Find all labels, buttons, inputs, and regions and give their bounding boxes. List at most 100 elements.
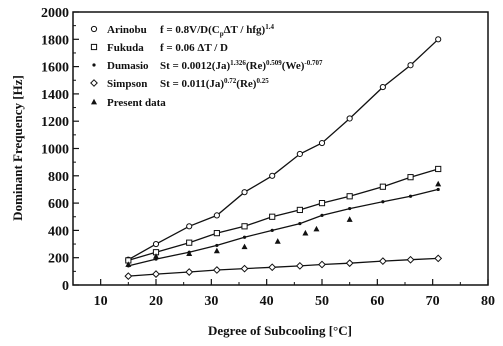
data-point: [213, 212, 220, 219]
data-point: [242, 235, 247, 239]
data-point: [212, 266, 221, 274]
data-point: [185, 268, 194, 276]
x-tick-label: 40: [260, 294, 274, 309]
y-tick-label: 1800: [41, 33, 69, 48]
x-tick-label: 50: [315, 294, 329, 309]
data-point: [274, 238, 281, 244]
legend-marker: [92, 63, 96, 67]
data-point: [406, 255, 415, 264]
data-point: [346, 193, 353, 200]
data-point: [186, 223, 193, 230]
data-point: [407, 62, 414, 69]
data-point: [379, 83, 386, 91]
data-point: [296, 206, 303, 214]
series-layer: [124, 36, 443, 281]
legend-formula: f = 0.8V/D(CpΔT / hfg)1.4: [160, 23, 274, 38]
y-tick-label: 800: [48, 170, 69, 185]
legend-marker: [90, 43, 98, 51]
legend-name: Simpson: [107, 78, 147, 90]
data-point: [270, 228, 274, 232]
x-tick-label: 70: [426, 294, 440, 309]
data-point: [269, 172, 276, 179]
data-point: [302, 229, 309, 236]
y-tick-label: 1200: [41, 115, 69, 130]
axis-layer: 10 20 30 40 50 60 70 80020040060080010001200140…: [41, 6, 495, 309]
x-tick-label: 10: [94, 294, 108, 309]
series-simpson: [124, 254, 443, 281]
series-line: [128, 257, 439, 277]
legend-formula: f = 0.06 ΔT / D: [160, 42, 228, 54]
data-point: [268, 263, 277, 272]
data-point: [346, 115, 353, 122]
series-line: [127, 38, 439, 261]
series-line: [128, 168, 439, 262]
series-fukuda: [125, 165, 442, 264]
legend-item: Fukuda f = 0.06 ΔT / D: [90, 42, 228, 54]
data-point: [213, 230, 220, 237]
data-point: [434, 254, 443, 263]
data-point: [436, 187, 440, 192]
series-present-data: [125, 180, 442, 267]
data-point: [378, 257, 387, 266]
data-point: [318, 260, 326, 269]
data-point: [295, 261, 304, 270]
legend-item: Arinobu f = 0.8V/D(CpΔT / hfg)1.4: [90, 23, 274, 38]
x-axis-title: Degree of Subcooling [°C]: [208, 323, 352, 338]
legend-formula: St = 0.0012(Ja)1.326(Re)0.509(We)-0.707: [160, 59, 323, 72]
data-point: [345, 259, 354, 268]
series-line: [128, 188, 439, 267]
legend: Arinobu f = 0.8V/D(CpΔT / hfg)1.4 Fukuda f …: [90, 23, 323, 109]
y-axis-title: Dominant Frequency [Hz]: [10, 75, 25, 221]
y-tick-label: 1400: [41, 88, 69, 103]
y-tick-label: 1600: [41, 61, 69, 76]
x-tick-label: 30: [204, 294, 218, 309]
legend-name: Arinobu: [107, 24, 147, 36]
data-point: [298, 221, 302, 226]
y-tick-label: 200: [48, 252, 69, 267]
data-point: [296, 150, 303, 158]
data-point: [152, 270, 160, 278]
data-point: [124, 272, 133, 281]
data-point: [240, 264, 249, 273]
legend-item: Present data: [91, 97, 166, 109]
data-point: [320, 213, 324, 217]
data-point: [186, 239, 193, 246]
legend-marker: [91, 98, 97, 105]
y-tick-label: 400: [48, 224, 69, 239]
data-point: [379, 183, 386, 190]
y-tick-label: 600: [48, 197, 69, 212]
data-point: [125, 261, 132, 267]
data-point: [408, 194, 413, 198]
data-point: [186, 250, 193, 257]
y-tick-label: 2000: [41, 6, 69, 21]
data-point: [407, 174, 414, 181]
data-point: [318, 200, 326, 207]
legend-marker: [90, 79, 98, 87]
data-point: [435, 165, 442, 173]
legend-item: Simpson St = 0.011(Ja)0.72(Re)0.25: [90, 77, 269, 90]
y-tick-label: 0: [62, 279, 69, 294]
data-point: [152, 240, 160, 248]
y-tick-label: 1000: [41, 143, 69, 158]
x-tick-label: 80: [481, 294, 495, 309]
data-point: [313, 225, 320, 232]
data-point: [241, 189, 248, 196]
data-point: [381, 200, 385, 204]
data-point: [346, 216, 353, 222]
data-point: [213, 247, 220, 254]
data-point: [153, 253, 159, 259]
legend-name: Present data: [107, 97, 166, 109]
data-point: [241, 243, 248, 250]
data-point: [435, 180, 442, 187]
legend-formula: St = 0.011(Ja)0.72(Re)0.25: [160, 77, 269, 90]
data-point: [435, 36, 442, 43]
legend-name: Fukuda: [107, 42, 144, 54]
data-point: [241, 223, 248, 230]
data-point: [318, 139, 326, 147]
legend-name: Dumasio: [107, 60, 149, 72]
legend-marker: [90, 25, 98, 33]
x-tick-label: 60: [370, 294, 384, 309]
x-tick-label: 20: [149, 294, 163, 309]
data-point: [269, 213, 276, 220]
